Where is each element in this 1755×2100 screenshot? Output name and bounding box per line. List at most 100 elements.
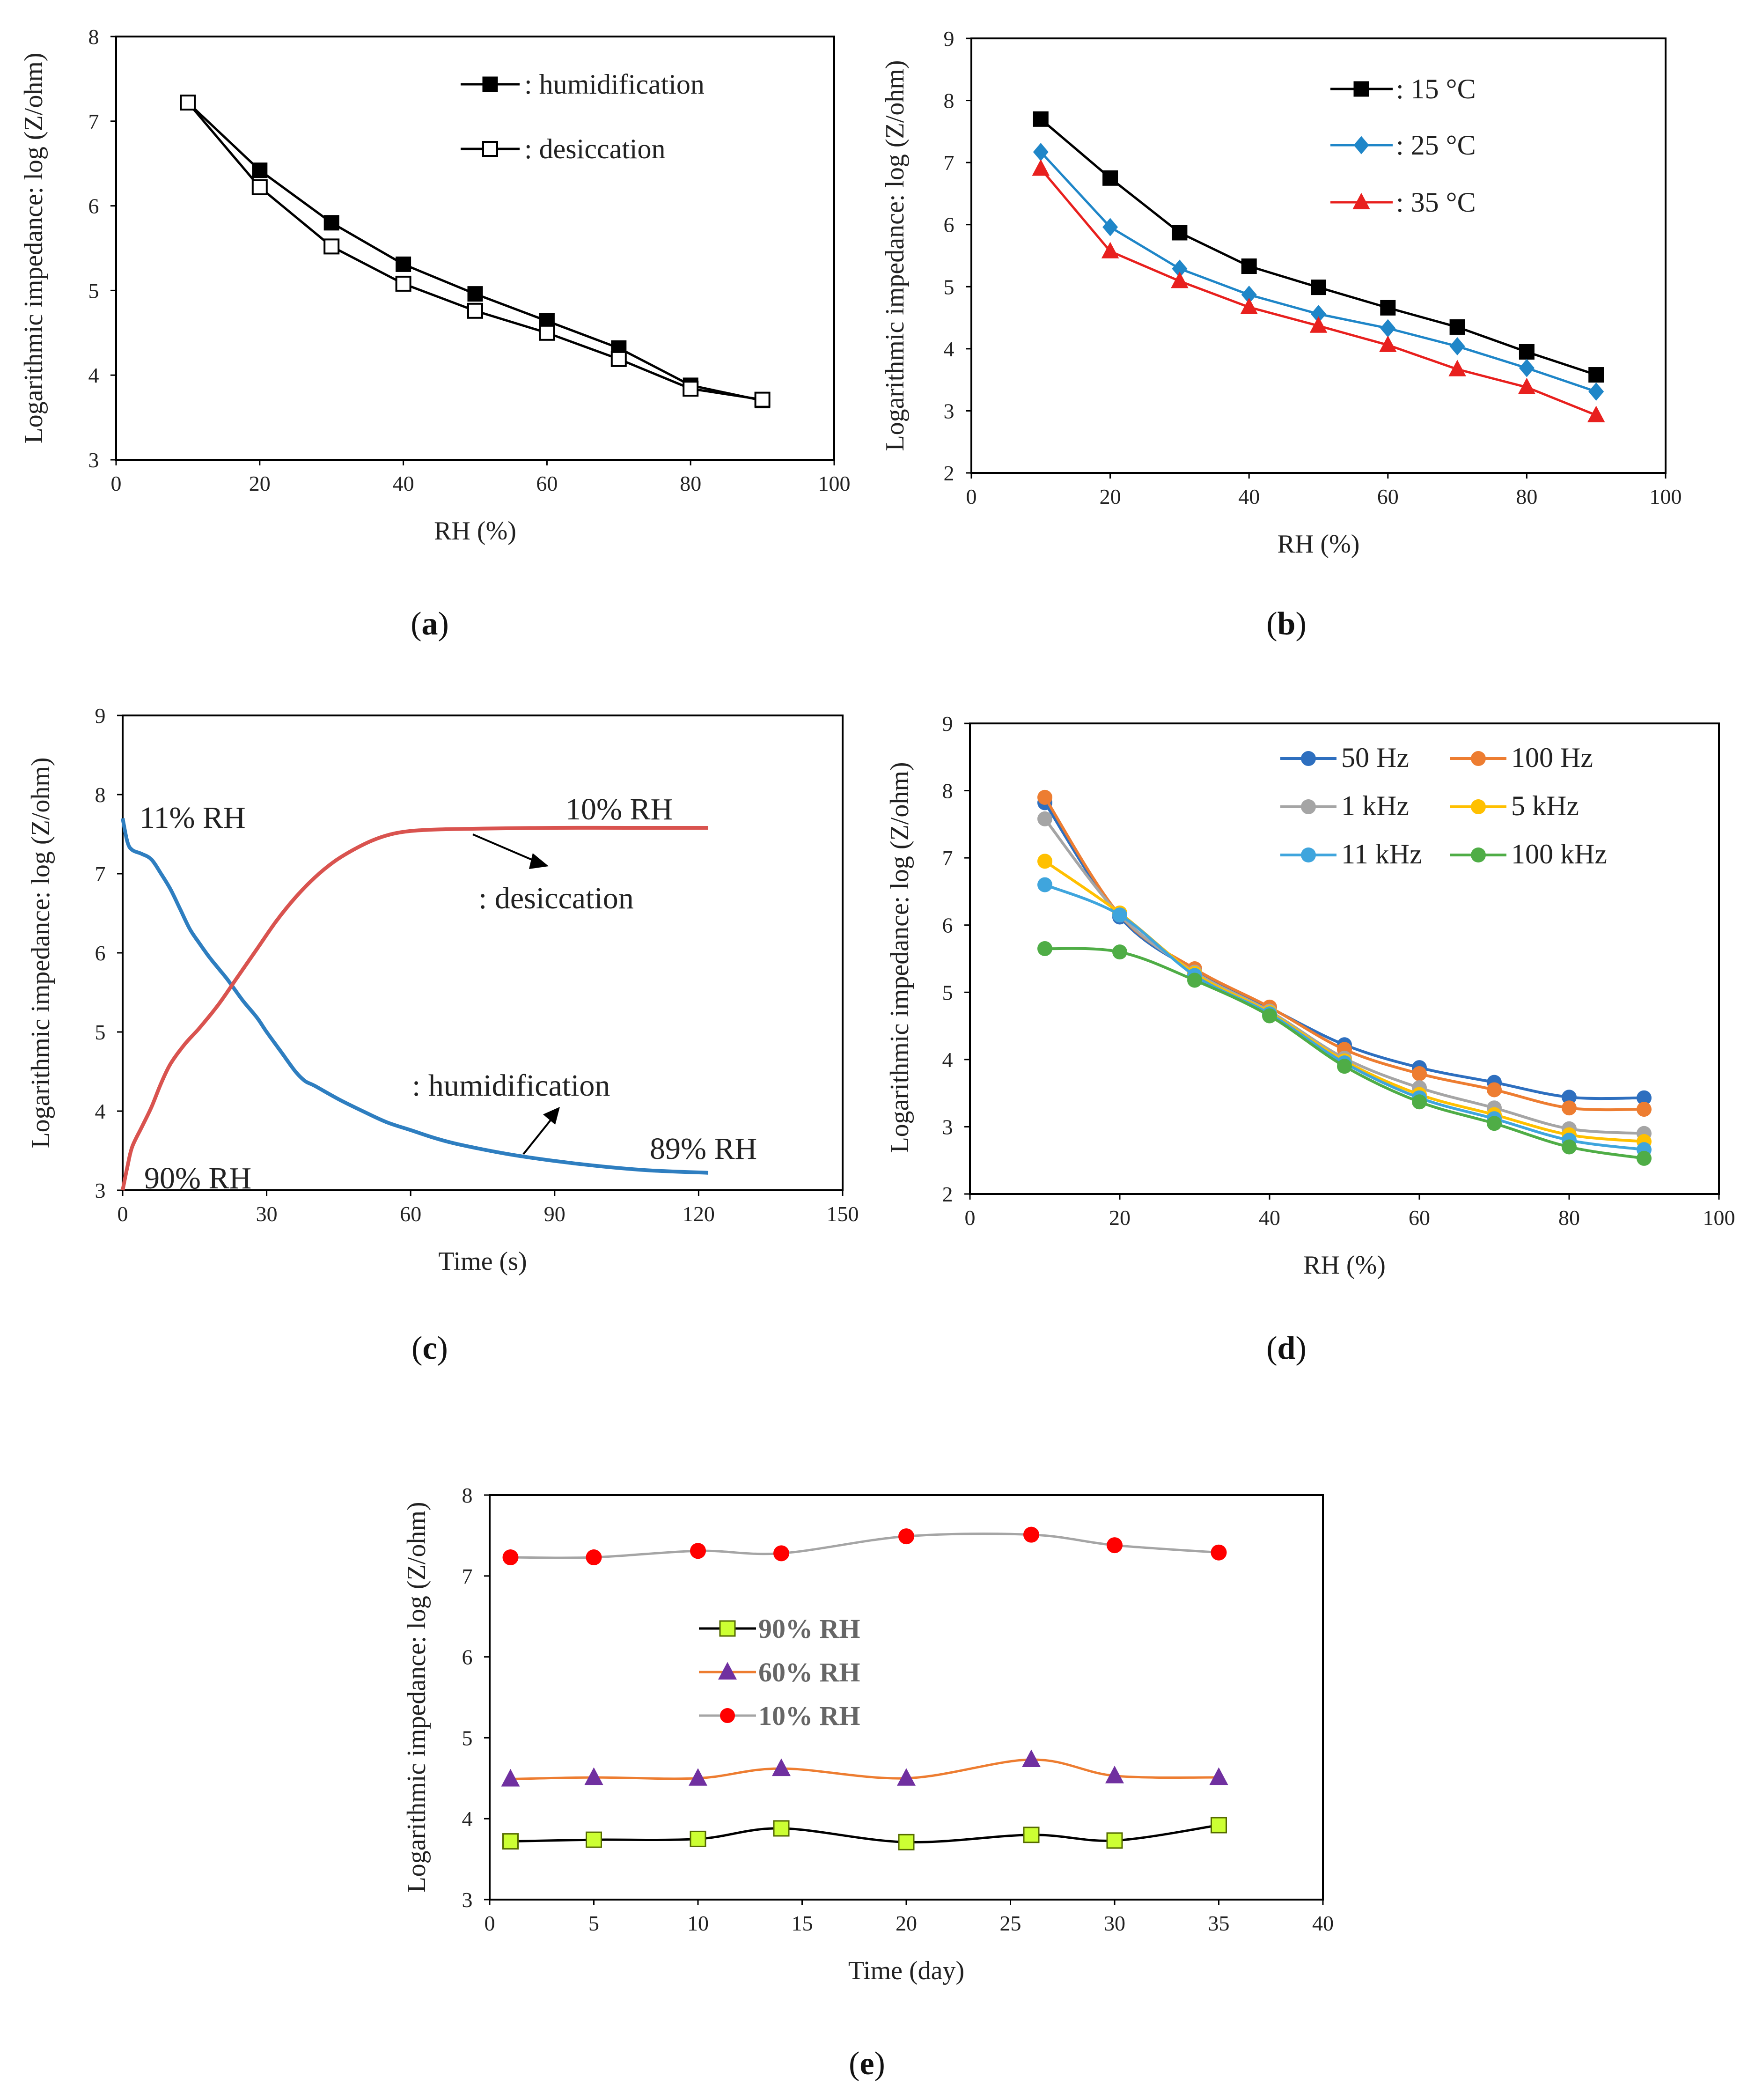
x-tick-label: 120 (683, 1202, 715, 1226)
data-point (1519, 359, 1535, 377)
x-tick-label: 60 (1409, 1206, 1430, 1230)
x-tick-label: 0 (485, 1911, 495, 1935)
y-tick-label: 6 (88, 194, 99, 218)
x-axis-label: RH (%) (1303, 1251, 1386, 1280)
x-tick-label: 60 (400, 1202, 421, 1226)
x-tick-label: 40 (1259, 1206, 1280, 1230)
data-point (1106, 1832, 1123, 1849)
data-point (1587, 405, 1605, 422)
x-axis-label: Time (s) (438, 1247, 527, 1276)
plot-frame (115, 36, 835, 461)
x-tick-label: 15 (792, 1911, 813, 1935)
legend-label: 10% RH (758, 1701, 860, 1731)
legend-label: : 35 °C (1396, 187, 1476, 218)
data-point (1241, 286, 1257, 304)
data-point (1211, 1544, 1227, 1561)
legend-marker (1471, 751, 1486, 766)
data-point (252, 162, 268, 178)
chart-b: 0 20 40 60 80 100 2 3 4 5 6 7 8 9 RH (%) Logarithmic im… (881, 27, 1682, 642)
data-point (1102, 170, 1118, 186)
legend-label: 100 Hz (1511, 742, 1593, 773)
data-point (1637, 1090, 1652, 1105)
legend-label: : desiccation (524, 133, 666, 164)
data-point (1380, 319, 1396, 338)
series-d-5 (1037, 941, 1652, 1166)
arrow-line (472, 833, 539, 863)
data-point (395, 275, 411, 292)
series-line (1043, 818, 1645, 1135)
data-point (1448, 360, 1466, 376)
x-tick-label: 90 (544, 1202, 565, 1226)
legend-label: : 25 °C (1396, 130, 1476, 161)
annotation-11rh: 11% RH (140, 801, 246, 835)
data-point (690, 1543, 706, 1559)
data-point (180, 95, 196, 111)
x-tick-label: 20 (896, 1911, 917, 1935)
y-tick-label: 9 (944, 27, 955, 51)
legend-label: 60% RH (758, 1657, 860, 1687)
panel-caption: (b) (1266, 606, 1307, 642)
data-point (1241, 258, 1257, 274)
data-point (754, 391, 771, 408)
x-tick-label: 30 (256, 1202, 278, 1226)
data-point (683, 381, 699, 397)
data-point (1562, 1139, 1577, 1155)
y-tick-label: 7 (88, 110, 99, 133)
series-line (121, 818, 709, 1175)
data-point (1032, 159, 1050, 176)
data-point (1519, 344, 1535, 360)
panel-caption: (e) (849, 2046, 885, 2082)
annotation-89rh: 89% RH (650, 1132, 757, 1166)
data-point (1240, 297, 1258, 315)
plot-frame (969, 722, 1720, 1195)
data-point (1023, 1526, 1039, 1543)
y-tick-label: 8 (462, 1483, 473, 1507)
data-point (1637, 1150, 1652, 1166)
data-point (1380, 300, 1396, 316)
data-point (1033, 143, 1049, 162)
arrow-line (522, 1116, 554, 1155)
data-point (1187, 973, 1202, 988)
data-point (1102, 218, 1118, 236)
x-tick-label: 60 (1377, 485, 1399, 508)
data-point (502, 1833, 519, 1850)
x-tick-label: 100 (1703, 1206, 1735, 1230)
legend-marker (1352, 192, 1370, 209)
data-point (1412, 1066, 1427, 1082)
series-b-0 (1033, 111, 1604, 383)
x-tick-label: 40 (1312, 1911, 1334, 1935)
series-line (510, 1758, 1219, 1781)
y-tick-label: 4 (944, 337, 955, 361)
y-tick-label: 8 (944, 89, 955, 113)
y-tick-label: 6 (942, 914, 953, 937)
series-line (510, 1533, 1219, 1559)
y-tick-label: 3 (462, 1888, 473, 1912)
data-point (1171, 272, 1189, 288)
x-tick-label: 150 (827, 1202, 859, 1226)
legend-marker (1471, 847, 1486, 862)
panel-caption: (c) (411, 1330, 448, 1366)
x-tick-label: 40 (393, 472, 414, 495)
data-point (1487, 1116, 1502, 1131)
data-point (586, 1831, 602, 1848)
data-point (689, 1768, 707, 1786)
data-point (1637, 1102, 1652, 1117)
data-point (584, 1767, 603, 1785)
series-b-1 (1033, 143, 1604, 401)
data-point (1588, 367, 1604, 383)
data-point (1449, 337, 1465, 356)
series-e-2 (502, 1526, 1227, 1566)
legend-marker (719, 1620, 736, 1637)
y-tick-label: 7 (462, 1564, 473, 1588)
data-point (1211, 1817, 1227, 1834)
x-tick-label: 10 (687, 1911, 709, 1935)
legend-label: 50 Hz (1341, 742, 1409, 773)
data-point (1337, 1059, 1352, 1074)
y-tick-label: 7 (942, 846, 953, 870)
y-tick-label: 6 (944, 213, 955, 237)
legend-marker (1353, 81, 1369, 97)
data-point (1037, 877, 1052, 892)
data-point (1209, 1767, 1228, 1785)
series-e-1 (501, 1749, 1228, 1787)
panel-caption: (a) (411, 606, 449, 642)
